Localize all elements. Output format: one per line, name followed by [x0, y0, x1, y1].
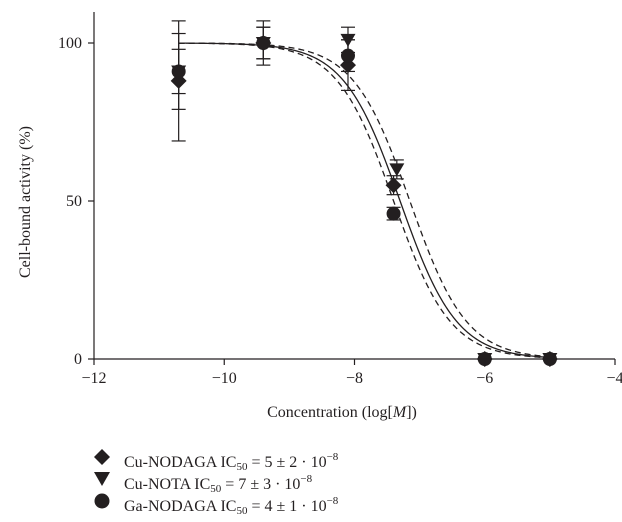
legend-label: Cu-NOTA IC50 = 7 ± 3 · 10−8: [124, 473, 313, 495]
fit-curve: [178, 42, 549, 359]
data-point-triangle: [340, 33, 356, 47]
error-bars: [171, 20, 404, 221]
legend: Cu-NODAGA IC50 = 5 ± 2 · 10−8 Cu-NOTA IC…: [94, 446, 514, 517]
y-axis-label: Cell-bound activity (%): [17, 126, 34, 278]
chart: −12 −10 −8 −6 −4 0 50 100 Concentration (log[M]…: [17, 12, 622, 421]
y-tick-label: 100: [58, 35, 82, 52]
x-tick-label: −6: [476, 370, 493, 387]
data-point-triangle: [389, 163, 405, 177]
data-point-circle: [256, 36, 271, 50]
data-point-diamond: [385, 177, 402, 194]
x-tick-label: −12: [81, 370, 106, 387]
data-point-circle: [340, 48, 355, 63]
diamond-icon: [94, 449, 110, 465]
data-point-circle: [171, 64, 186, 79]
x-axis-label: Concentration (log[M]): [267, 404, 417, 421]
y-tick-label: 0: [74, 351, 82, 368]
legend-item-cu-nodaga: Cu-NODAGA IC50 = 5 ± 2 · 10−8: [94, 446, 514, 473]
axes: −12 −10 −8 −6 −4 0 50 100: [58, 12, 622, 387]
fit-curve: [178, 42, 549, 358]
data-point-diamond: [339, 57, 356, 74]
circle-icon: [94, 493, 110, 509]
fit-curves: [178, 42, 549, 359]
triangle-down-icon: [94, 472, 110, 486]
fit-curve: [178, 42, 549, 358]
x-tick-label: −10: [212, 370, 237, 387]
legend-item-cu-nota: Cu-NOTA IC50 = 7 ± 3 · 10−8: [94, 468, 514, 495]
data-point-circle: [386, 206, 401, 221]
data-markers: [170, 33, 558, 367]
legend-item-ga-nodaga: Ga-NODAGA IC50 = 4 ± 1 · 10−8: [94, 490, 514, 517]
x-tick-label: −8: [346, 370, 363, 387]
y-tick-label: 50: [66, 193, 82, 210]
legend-label: Cu-NODAGA IC50 = 5 ± 2 · 10−8: [124, 451, 339, 473]
x-tick-label: −4: [606, 370, 622, 387]
legend-label: Ga-NODAGA IC50 = 4 ± 1 · 10−8: [124, 495, 339, 517]
